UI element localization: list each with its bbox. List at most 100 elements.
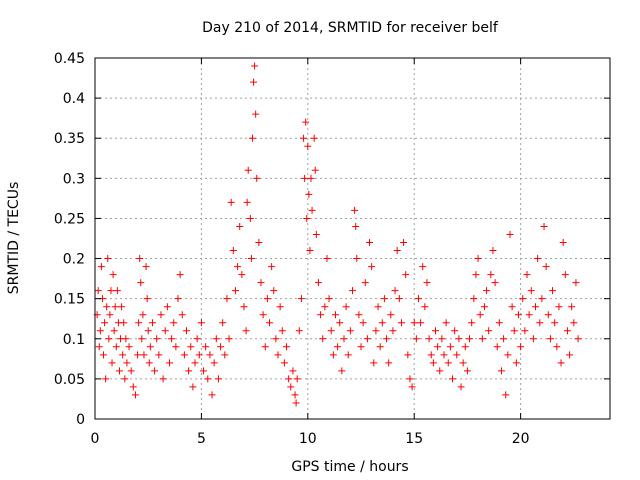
data-point bbox=[134, 351, 142, 359]
data-point bbox=[107, 287, 115, 295]
data-point bbox=[502, 391, 510, 399]
data-point bbox=[327, 327, 335, 335]
x-tick-label: 0 bbox=[91, 431, 100, 447]
y-axis-label: SRMTID / TECUs bbox=[6, 182, 22, 295]
data-point bbox=[351, 206, 359, 214]
data-point bbox=[240, 303, 248, 311]
data-point bbox=[120, 319, 128, 327]
data-point bbox=[165, 359, 173, 367]
data-point bbox=[270, 287, 278, 295]
data-point bbox=[378, 319, 386, 327]
data-point bbox=[297, 295, 305, 303]
data-point bbox=[127, 367, 135, 375]
data-point bbox=[431, 327, 439, 335]
data-point bbox=[557, 359, 565, 367]
data-point bbox=[307, 174, 315, 182]
chart-title: Day 210 of 2014, SRMTID for receiver bel… bbox=[202, 20, 499, 36]
data-point bbox=[474, 255, 482, 263]
data-point bbox=[217, 343, 225, 351]
data-point bbox=[342, 303, 350, 311]
data-point bbox=[368, 263, 376, 271]
data-point bbox=[366, 239, 374, 247]
data-point bbox=[285, 375, 293, 383]
data-point bbox=[231, 287, 239, 295]
data-point bbox=[319, 335, 327, 343]
data-point bbox=[302, 118, 310, 126]
data-point bbox=[468, 319, 476, 327]
data-point bbox=[391, 287, 399, 295]
data-point bbox=[143, 295, 151, 303]
data-point bbox=[555, 303, 563, 311]
data-point bbox=[572, 279, 580, 287]
data-point bbox=[289, 367, 297, 375]
x-tick-label: 15 bbox=[405, 431, 423, 447]
y-tick-label: 0.2 bbox=[63, 252, 85, 268]
data-point bbox=[185, 367, 193, 375]
data-point bbox=[323, 255, 331, 263]
data-point bbox=[463, 367, 471, 375]
data-point bbox=[561, 271, 569, 279]
data-point bbox=[444, 359, 452, 367]
data-point bbox=[191, 359, 199, 367]
data-point bbox=[229, 247, 237, 255]
data-point bbox=[110, 327, 118, 335]
data-point bbox=[472, 271, 480, 279]
data-point bbox=[291, 391, 299, 399]
data-point bbox=[113, 287, 121, 295]
y-tick-labels: 0 0.05 0.1 0.15 0.2 0.25 0.3 0.35 0.4 0.45 bbox=[54, 51, 85, 428]
data-point bbox=[449, 375, 457, 383]
x-tick-label: 20 bbox=[512, 431, 530, 447]
data-point bbox=[336, 319, 344, 327]
data-point bbox=[540, 222, 548, 230]
y-tick-label: 0.3 bbox=[63, 171, 85, 187]
data-point bbox=[476, 311, 484, 319]
data-point bbox=[574, 335, 582, 343]
data-point bbox=[532, 303, 540, 311]
data-point bbox=[96, 327, 104, 335]
data-point bbox=[300, 134, 308, 142]
data-point bbox=[244, 166, 252, 174]
data-point bbox=[311, 166, 319, 174]
data-point bbox=[395, 295, 403, 303]
data-point bbox=[353, 255, 361, 263]
data-point bbox=[263, 295, 271, 303]
data-point bbox=[252, 110, 260, 118]
y-tick-label: 0.1 bbox=[63, 332, 85, 348]
data-point bbox=[340, 335, 348, 343]
data-point bbox=[157, 311, 165, 319]
data-point bbox=[429, 359, 437, 367]
x-tick-labels: 0 5 10 15 20 bbox=[91, 431, 530, 447]
data-point bbox=[457, 383, 465, 391]
data-point bbox=[253, 174, 261, 182]
data-point bbox=[144, 327, 152, 335]
data-point bbox=[292, 399, 300, 407]
data-point bbox=[172, 343, 180, 351]
data-point bbox=[427, 351, 435, 359]
data-point bbox=[255, 239, 263, 247]
data-point bbox=[517, 343, 525, 351]
data-point bbox=[119, 351, 127, 359]
data-point bbox=[352, 222, 360, 230]
data-point bbox=[208, 391, 216, 399]
data-point bbox=[178, 311, 186, 319]
y-tick-label: 0.25 bbox=[54, 211, 85, 227]
data-point bbox=[544, 311, 552, 319]
data-point bbox=[538, 295, 546, 303]
data-point bbox=[480, 303, 488, 311]
data-point bbox=[321, 303, 329, 311]
data-point bbox=[331, 311, 339, 319]
data-point bbox=[197, 319, 205, 327]
data-point bbox=[434, 343, 442, 351]
data-point bbox=[525, 311, 533, 319]
data-point bbox=[478, 335, 486, 343]
data-point bbox=[310, 134, 318, 142]
data-point bbox=[453, 351, 461, 359]
data-point bbox=[406, 375, 414, 383]
data-point bbox=[189, 383, 197, 391]
data-point bbox=[283, 343, 291, 351]
data-point bbox=[202, 343, 210, 351]
data-point bbox=[491, 279, 499, 287]
data-point bbox=[105, 335, 113, 343]
data-point bbox=[459, 359, 467, 367]
data-point bbox=[570, 319, 578, 327]
